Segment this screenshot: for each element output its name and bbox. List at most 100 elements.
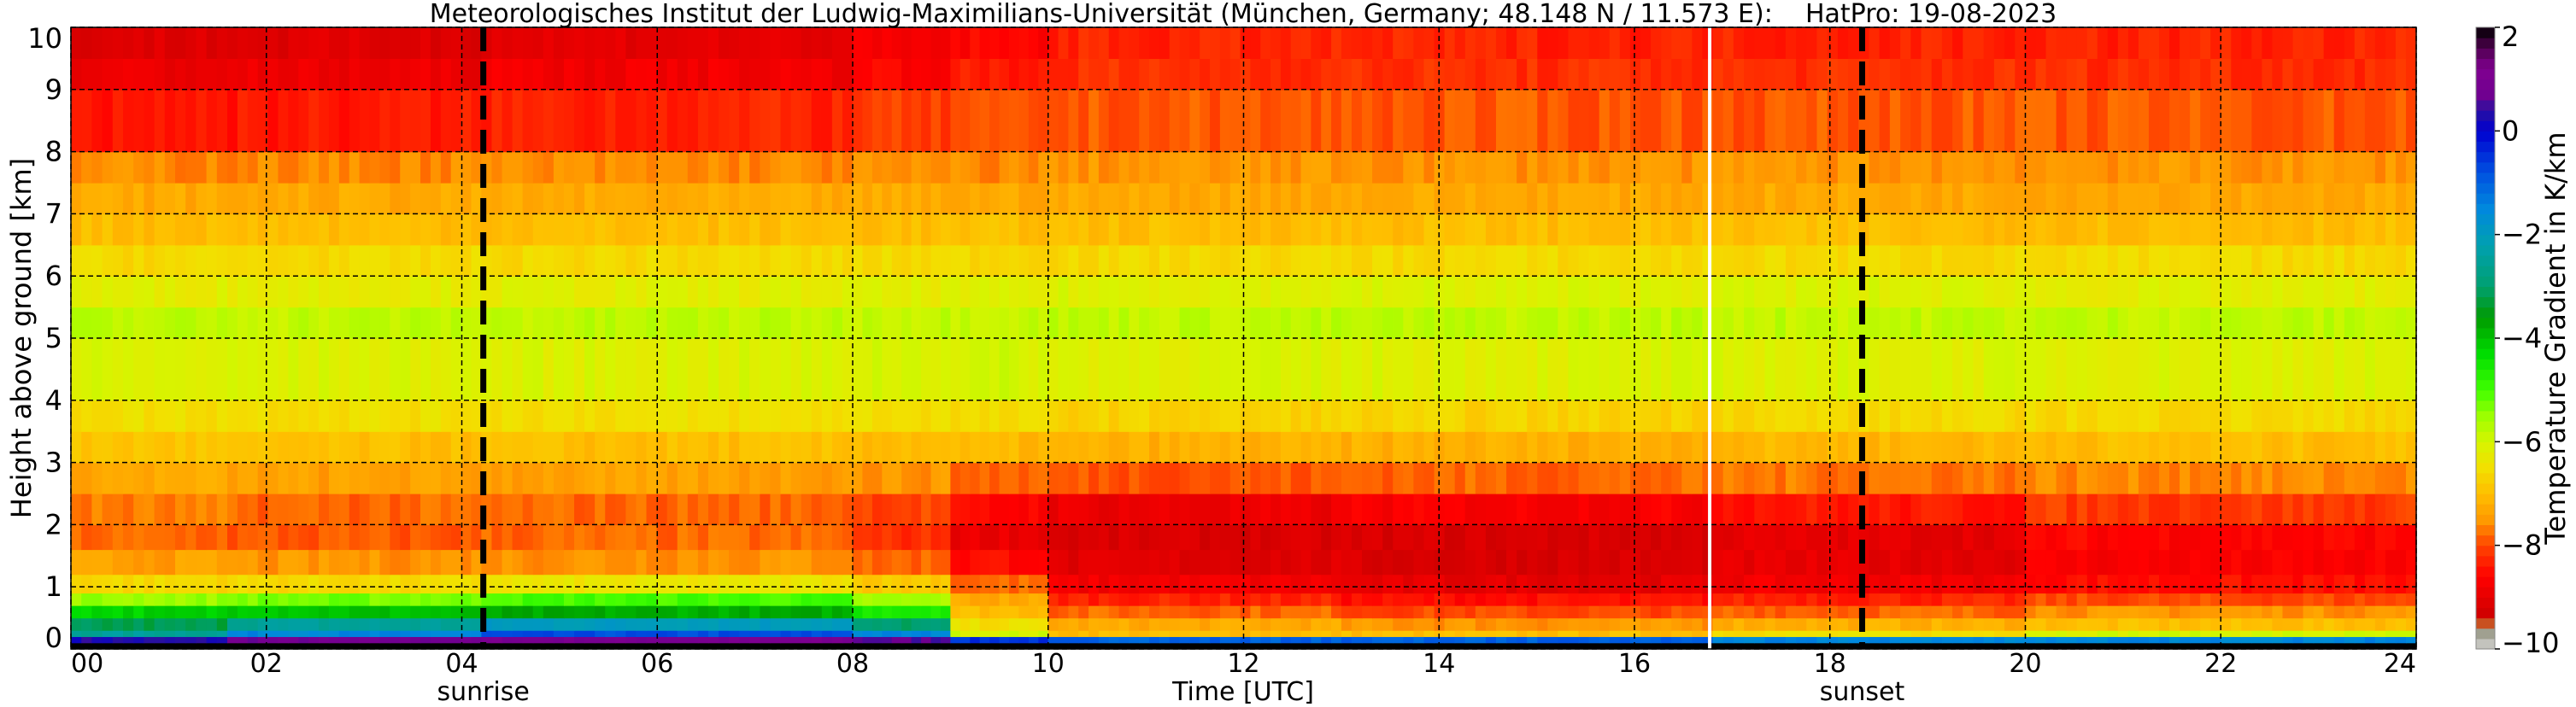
heatmap-subcell	[81, 617, 92, 631]
heatmap-subcell	[1806, 213, 1818, 246]
heatmap-subcell	[471, 307, 482, 339]
heatmap-subcell	[1485, 494, 1497, 525]
heatmap-cell	[227, 338, 482, 401]
heatmap-subcell	[1973, 400, 1985, 432]
heatmap-subcell	[921, 431, 932, 464]
heatmap-subcell	[1578, 307, 1590, 339]
heatmap-subcell	[1599, 183, 1611, 214]
heatmap-subcell	[71, 524, 82, 551]
heatmap-subcell	[1806, 400, 1818, 432]
heatmap-subcell	[1485, 244, 1497, 277]
heatmap-subcell	[349, 244, 361, 277]
heatmap-subcell	[71, 642, 82, 650]
heatmap-subcell	[2066, 338, 2078, 401]
heatmap-subcell	[338, 338, 350, 401]
heatmap-subcell	[196, 494, 208, 525]
heatmap-subcell	[1889, 524, 1901, 551]
heatmap-subcell	[1796, 213, 1807, 246]
heatmap-subcell	[574, 636, 585, 644]
heatmap-subcell	[1568, 431, 1580, 464]
heatmap-subcell	[666, 307, 678, 339]
heatmap-subcell	[940, 630, 951, 638]
heatmap-subcell	[574, 494, 585, 525]
heatmap-subcell	[543, 574, 555, 594]
heatmap-subcell	[1681, 642, 1693, 650]
heatmap-subcell	[1290, 574, 1302, 594]
heatmap-subcell	[247, 494, 259, 525]
heatmap-subcell	[1702, 213, 1714, 246]
heatmap-subcell	[491, 642, 503, 650]
heatmap-subcell	[1983, 338, 1995, 401]
heatmap-subcell	[1681, 462, 1693, 494]
heatmap-subcell	[1827, 276, 1839, 308]
heatmap-cell	[2025, 183, 2417, 214]
heatmap-cell	[2025, 549, 2417, 576]
heatmap-subcell	[1260, 524, 1271, 551]
heatmap-subcell	[216, 524, 228, 551]
heatmap-subcell	[1879, 276, 1891, 308]
heatmap-subcell	[1129, 338, 1140, 401]
heatmap-subcell	[1588, 642, 1600, 650]
heatmap-subcell	[1661, 338, 1672, 401]
heatmap-subcell	[979, 605, 990, 619]
heatmap-subcell	[1240, 338, 1251, 401]
heatmap-subcell	[440, 89, 452, 153]
heatmap-subcell	[123, 338, 134, 401]
heatmap-subcell	[216, 636, 228, 644]
heatmap-subcell	[1088, 307, 1100, 339]
heatmap-subcell	[1229, 307, 1241, 339]
heatmap-subcell	[1250, 338, 1261, 401]
heatmap-subcell	[175, 636, 186, 644]
heatmap-subcell	[1200, 462, 1211, 494]
heatmap-subcell	[1088, 276, 1100, 308]
heatmap-subcell	[319, 307, 330, 339]
heatmap-subcell	[1629, 630, 1641, 638]
heatmap-subcell	[2035, 338, 2047, 401]
heatmap-subcell	[595, 183, 606, 214]
heatmap-subcell	[1068, 213, 1079, 246]
heatmap-subcell	[656, 183, 668, 214]
heatmap-subcell	[1038, 400, 1049, 432]
heatmap-subcell	[1785, 276, 1797, 308]
heatmap-subcell	[2405, 636, 2417, 644]
heatmap-subcell	[563, 549, 575, 576]
heatmap-subcell	[430, 151, 442, 184]
heatmap-subcell	[1827, 574, 1839, 594]
heatmap-subcell	[749, 307, 760, 339]
heatmap-subcell	[1485, 338, 1497, 401]
heatmap-subcell	[760, 89, 772, 153]
heatmap-subcell	[707, 400, 719, 432]
heatmap-subcell	[2231, 276, 2242, 308]
heatmap-subcell	[1179, 307, 1190, 339]
heatmap-subcell	[237, 642, 249, 650]
heatmap-subcell	[891, 151, 902, 184]
heatmap-subcell	[911, 593, 922, 606]
heatmap-subcell	[2127, 276, 2139, 308]
heatmap-subcell	[2004, 574, 2016, 594]
heatmap-subcell	[2262, 642, 2274, 650]
heatmap-subcell	[1640, 630, 1652, 638]
heatmap-subcell	[491, 431, 503, 464]
heatmap-subcell	[707, 593, 719, 606]
heatmap-subcell	[790, 400, 802, 432]
heatmap-subcell	[882, 549, 893, 576]
heatmap-subcell	[1702, 276, 1714, 308]
heatmap-subcell	[1910, 244, 1922, 277]
heatmap-subcell	[1744, 630, 1755, 638]
heatmap-subcell	[1495, 151, 1507, 184]
heatmap-subcell	[790, 494, 802, 525]
heatmap-subcell	[1331, 642, 1342, 650]
heatmap-subcell	[2159, 338, 2170, 401]
heatmap-subcell	[1485, 89, 1497, 153]
heatmap-subcell	[1009, 630, 1020, 638]
heatmap-subcell	[891, 617, 902, 631]
heatmap-subcell	[2127, 338, 2139, 401]
heatmap-subcell	[216, 276, 228, 308]
heatmap-subcell	[2354, 574, 2366, 594]
heatmap-subcell	[1733, 338, 1745, 401]
heatmap-subcell	[522, 244, 534, 277]
heatmap-subcell	[543, 244, 555, 277]
heatmap-subcell	[1058, 524, 1070, 551]
heatmap-subcell	[175, 151, 186, 184]
heatmap-subcell	[1372, 431, 1383, 464]
